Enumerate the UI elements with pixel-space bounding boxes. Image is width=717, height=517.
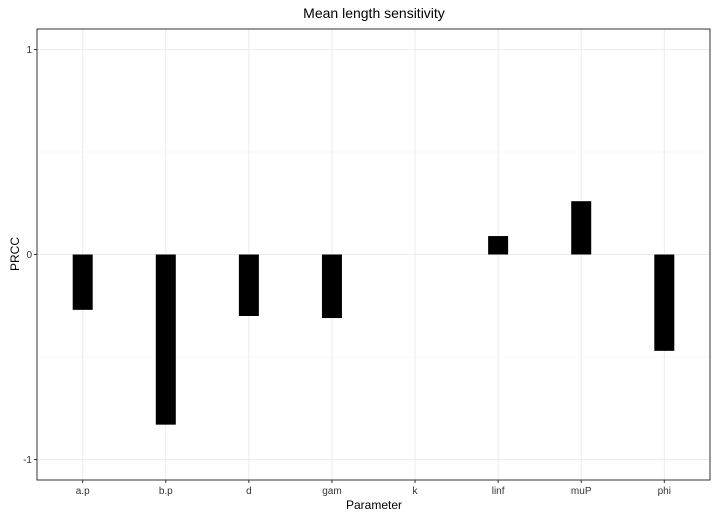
bar-linf [488,236,509,255]
bar-b.p [155,254,176,425]
x-tick-label: phi [658,486,671,497]
y-axis: -1 0 1 [23,45,37,466]
y-axis-label: PRCC [8,237,22,271]
bar-phi [654,254,675,351]
bar-a.p [72,254,93,310]
x-tick-label: k [413,486,419,497]
x-tick-label: linf [492,486,505,497]
bars [72,201,675,425]
x-tick-label: a.p [76,486,90,497]
bar-d [238,254,259,316]
chart-title: Mean length sensitivity [303,5,445,21]
x-axis-label: Parameter [346,498,402,512]
x-tick-label: muP [571,486,592,497]
bar-gam [321,254,342,319]
y-tick-label: 1 [26,45,32,56]
x-axis: a.p b.p d gam k linf muP phi [76,480,671,497]
y-tick-label: 0 [26,250,32,261]
bar-muP [571,201,592,255]
grid [37,29,710,480]
y-tick-label: -1 [23,455,32,466]
x-tick-label: b.p [159,486,173,497]
x-tick-label: d [246,486,252,497]
x-tick-label: gam [322,486,341,497]
